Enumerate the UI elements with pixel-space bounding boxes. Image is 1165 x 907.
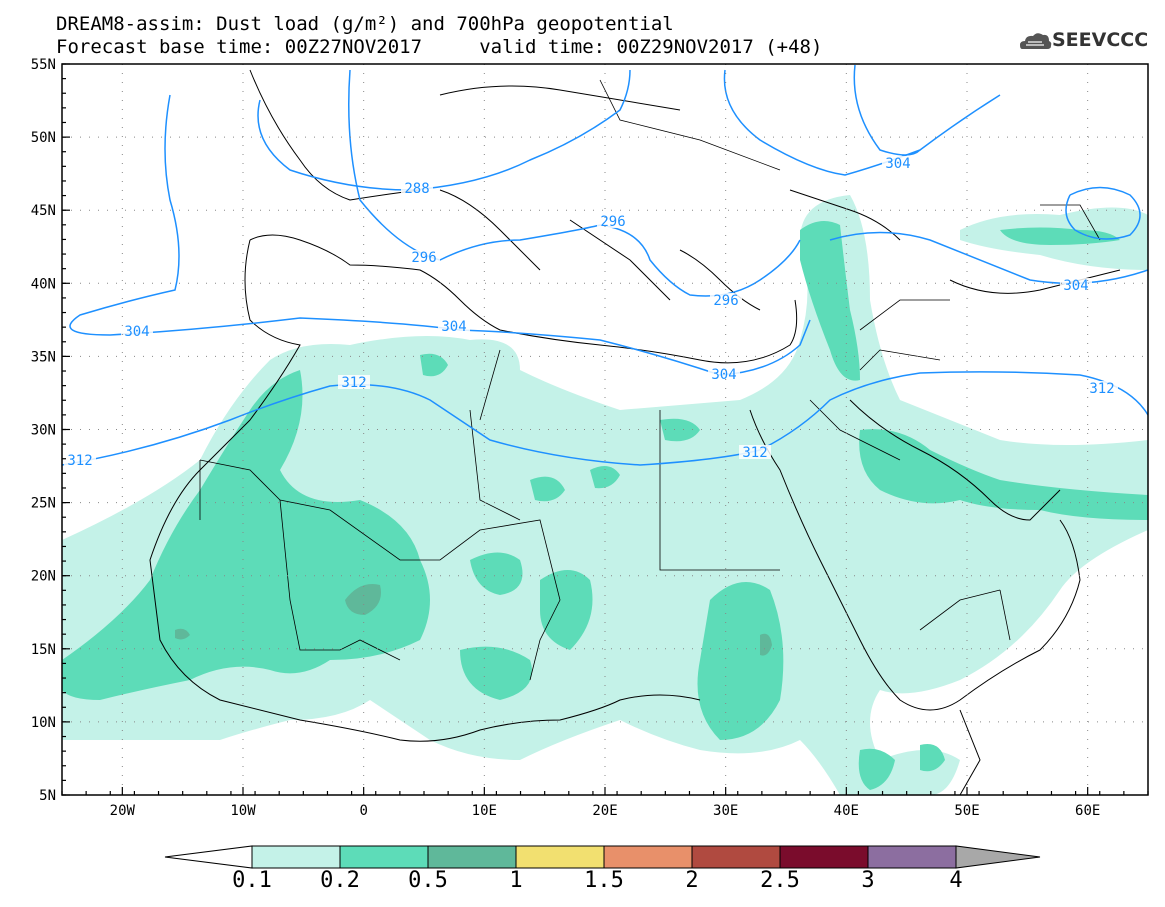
contour-label-bg [438, 319, 470, 333]
colorbar-low-arrow [164, 845, 253, 869]
lat-label: 15N [31, 642, 56, 658]
dust-fill-medium [62, 221, 1148, 790]
colorbar-swatch [515, 845, 605, 869]
contour-labels: 288 296 296 296 304 304 304 304 304 312 312 312 312 [64, 156, 1118, 469]
coastlines [149, 69, 1121, 795]
lat-label: 35N [31, 349, 56, 365]
colorbar-label: 0.1 [232, 868, 272, 893]
colorbar-swatch [691, 845, 781, 869]
contour-label-bg [401, 181, 433, 195]
lat-label: 5N [39, 788, 56, 804]
contour-label: 304 [885, 156, 910, 172]
colorbar-label: 2.5 [760, 868, 800, 893]
lat-label: 10N [31, 715, 56, 731]
colorbar-label: 4 [949, 868, 963, 893]
contour-label: 312 [341, 375, 366, 391]
map-title: DREAM8-assim: Dust load (g/m²) and 700hP… [56, 13, 674, 35]
colorbar-label: 0.5 [408, 868, 448, 893]
logo-text: SEEVCCC [1052, 29, 1149, 51]
contour-label: 312 [742, 445, 767, 461]
colorbar-label: 2 [685, 868, 699, 893]
colorbar-swatch [427, 845, 517, 869]
lat-label: 30N [31, 423, 56, 439]
colorbar-swatch [603, 845, 693, 869]
lon-label: 40E [834, 803, 859, 819]
forecast-times: Forecast base time: 00Z27NOV2017 valid t… [56, 36, 823, 58]
dust-fill-dense [175, 584, 772, 656]
colorbar-high-arrow [955, 845, 1041, 869]
lon-label: 0 [359, 803, 367, 819]
lon-label: 50E [954, 803, 979, 819]
colorbar-label: 1.5 [584, 868, 624, 893]
lon-label: 20E [592, 803, 617, 819]
colorbar-swatch [251, 845, 341, 869]
cloud-logo-icon [1020, 33, 1052, 49]
colorbar-swatch [867, 845, 957, 869]
lat-label: 25N [31, 496, 56, 512]
lat-label: 55N [31, 57, 56, 73]
lon-label: 20W [110, 803, 136, 819]
contour-label: 312 [67, 453, 92, 469]
contour-label: 304 [124, 324, 149, 340]
lat-label: 50N [31, 130, 56, 146]
contour-label-bg [1060, 278, 1092, 292]
colorbar-label: 1 [509, 868, 523, 893]
lon-label: 30E [713, 803, 738, 819]
contour-label: 296 [713, 293, 738, 309]
contour-label-bg [739, 445, 771, 459]
lat-label: 40N [31, 276, 56, 292]
contour-label: 304 [1063, 278, 1088, 294]
contour-label-bg [1086, 381, 1118, 395]
contour-label-bg [64, 453, 96, 467]
lat-label: 45N [31, 203, 56, 219]
contour-label: 312 [1089, 381, 1114, 397]
contour-label: 288 [404, 181, 429, 197]
lon-label: 10W [230, 803, 256, 819]
contour-label: 304 [711, 367, 736, 383]
lon-label: 10E [472, 803, 497, 819]
colorbar-swatch [779, 845, 869, 869]
colorbar-label: 3 [861, 868, 875, 893]
contour-label-bg [408, 250, 440, 264]
contour-label-bg [882, 156, 914, 170]
country-borders [199, 79, 1101, 681]
contour-label-bg [338, 375, 370, 389]
lat-label: 20N [31, 569, 56, 585]
colorbar-label: 0.2 [320, 868, 360, 893]
contour-label: 304 [441, 319, 466, 335]
lon-label: 60E [1075, 803, 1100, 819]
colorbar [164, 845, 1041, 869]
contour-label: 296 [411, 250, 436, 266]
contour-label-bg [708, 367, 740, 381]
contour-label: 296 [600, 214, 625, 230]
lat-lon-grid [62, 64, 1148, 795]
contour-label-bg [121, 324, 153, 338]
contour-label-bg [710, 293, 742, 307]
colorbar-swatch [339, 845, 429, 869]
